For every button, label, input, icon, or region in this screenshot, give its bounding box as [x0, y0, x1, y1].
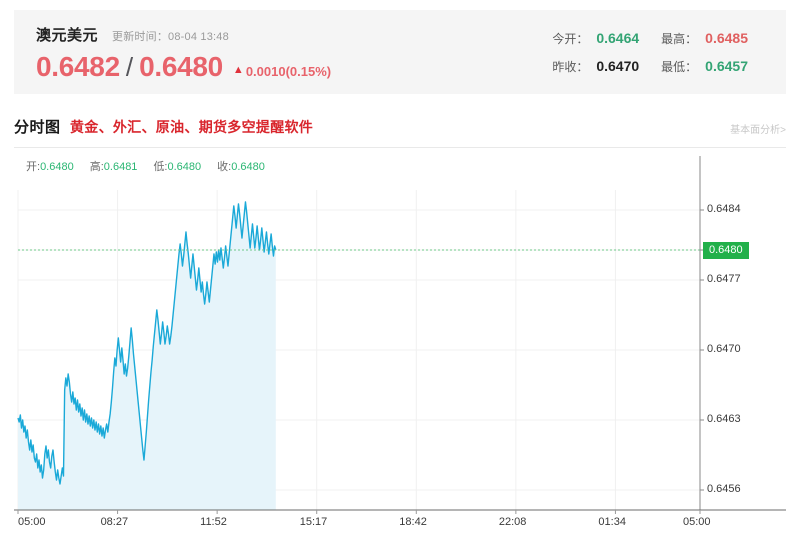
- legend-open-value: 0.6480: [40, 161, 74, 173]
- legend-close: 收:0.6480: [217, 158, 265, 174]
- y-axis-tick: 0.6484: [707, 203, 741, 215]
- ask-price: 0.6480: [139, 51, 223, 82]
- legend-open: 开:0.6480: [26, 158, 74, 174]
- x-axis-tick: 18:42: [399, 516, 427, 528]
- intraday-chart[interactable]: 开:0.6480 高:0.6481 低:0.6480 收:0.6480 0.64…: [14, 152, 786, 544]
- change-up-arrow-icon: ▲: [232, 64, 244, 76]
- legend-high: 高:0.6481: [90, 158, 138, 174]
- section-title: 分时图: [14, 119, 61, 136]
- promo-text[interactable]: 黄金、外汇、原油、期货多空提醒软件: [70, 119, 314, 135]
- x-axis-tick: 22:08: [498, 516, 527, 528]
- price-row: 0.6482 / 0.6480 ▲ 0.0010(0.15%): [36, 51, 331, 83]
- stat-label-prev-close: 昨收：: [552, 60, 589, 74]
- chart-ohlc-legend: 开:0.6480 高:0.6481 低:0.6480 收:0.6480: [26, 158, 265, 174]
- x-axis-tick: 11:52: [200, 516, 227, 528]
- stat-value-high: 0.6485: [705, 30, 748, 46]
- legend-open-label: 开:: [26, 161, 41, 173]
- x-axis-tick: 08:27: [100, 516, 129, 528]
- instrument-name: 澳元美元: [36, 27, 99, 44]
- update-time-value: 08-04 13:48: [168, 31, 229, 43]
- quote-primary-block: 澳元美元 更新时间：08-04 13:48 0.6482 / 0.6480 ▲ …: [36, 24, 331, 83]
- stat-value-low: 0.6457: [705, 58, 748, 74]
- bid-price: 0.6482: [36, 51, 120, 82]
- instrument-name-row: 澳元美元 更新时间：08-04 13:48: [36, 24, 331, 44]
- stat-value-open: 0.6464: [596, 30, 640, 46]
- quote-header-panel: 澳元美元 更新时间：08-04 13:48 0.6482 / 0.6480 ▲ …: [14, 10, 786, 94]
- legend-close-value: 0.6480: [231, 161, 265, 173]
- legend-high-label: 高:: [89, 161, 104, 173]
- stat-label-open: 今开：: [552, 32, 589, 46]
- update-time-label: 更新时间：: [112, 31, 169, 43]
- x-axis-tick: 05:00: [18, 516, 46, 528]
- update-time: 更新时间：08-04 13:48: [112, 28, 229, 44]
- chart-plot-area[interactable]: [14, 152, 786, 544]
- legend-high-value: 0.6481: [103, 161, 138, 173]
- x-axis-tick: 01:34: [598, 516, 626, 528]
- stat-label-high: 最高：: [661, 32, 698, 46]
- stat-label-low: 最低：: [661, 60, 698, 74]
- x-axis-tick: 15:17: [299, 516, 328, 528]
- quote-stats-grid: 今开： 0.6464 最高： 0.6485 昨收： 0.6470 最低： 0.6…: [552, 30, 762, 75]
- x-axis-tick: 05:00: [683, 516, 711, 528]
- legend-low: 低:0.6480: [153, 158, 201, 174]
- y-axis-tick: 0.6463: [707, 413, 741, 425]
- legend-low-value: 0.6480: [167, 161, 202, 173]
- fundamental-analysis-link[interactable]: 基本面分析>: [730, 125, 786, 136]
- current-price-tag: 0.6480: [703, 242, 749, 259]
- price-separator: /: [125, 52, 134, 82]
- section-bar: 分时图 黄金、外汇、原油、期货多空提醒软件 基本面分析>: [14, 112, 786, 148]
- stat-value-prev-close: 0.6470: [596, 58, 640, 74]
- y-axis-tick: 0.6470: [707, 343, 741, 355]
- y-axis-tick: 0.6456: [707, 483, 741, 495]
- y-axis-tick: 0.6477: [707, 273, 741, 285]
- legend-low-label: 低:: [153, 161, 168, 173]
- legend-close-label: 收:: [217, 161, 232, 173]
- change-value: 0.0010(0.15%): [245, 64, 332, 79]
